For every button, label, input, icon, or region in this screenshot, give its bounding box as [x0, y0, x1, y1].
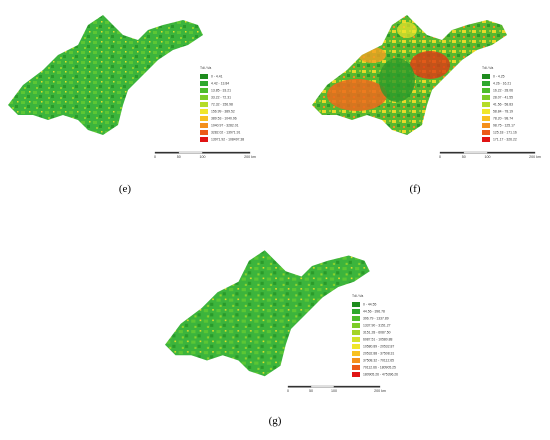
scale-label: 50	[309, 389, 313, 393]
legend-swatch	[200, 130, 208, 135]
legend-swatch	[352, 323, 360, 328]
scale-bar	[487, 151, 536, 154]
legend-swatch	[352, 358, 360, 363]
legend-swatch	[200, 74, 208, 79]
scale-label: 200 km	[374, 389, 386, 393]
legend-label: 0 - 4.41	[211, 75, 223, 79]
legend-title: Tdi / t/a	[482, 66, 493, 70]
legend-swatch	[352, 372, 360, 377]
legend-swatch	[352, 330, 360, 335]
scale-label: 0	[154, 155, 156, 159]
scale-bar	[178, 151, 203, 154]
legend-label: 125.18 - 171.16	[493, 131, 517, 135]
legend-swatch	[200, 116, 208, 121]
legend-label: 4.42 - 13.84	[211, 82, 229, 86]
scale-bar	[287, 385, 312, 388]
legend-label: 389.53 - 1040.96	[211, 117, 237, 121]
legend-swatch	[352, 344, 360, 349]
map-f	[312, 15, 507, 135]
legend-swatch	[352, 365, 360, 370]
legend-swatch	[352, 316, 360, 321]
panel-label: (f)	[410, 183, 421, 195]
legend-label: 16.22 - 28.06	[493, 89, 513, 93]
legend-swatch	[352, 309, 360, 314]
legend-swatch	[482, 137, 490, 142]
legend-swatch	[352, 302, 360, 307]
legend-label: 1337.90 - 3151.27	[363, 324, 391, 328]
legend-label: 156.99 - 389.52	[211, 110, 235, 114]
legend-label: 180905.26 - 475396.26	[363, 373, 398, 377]
scale-bar	[463, 151, 488, 154]
scale-label: 100	[200, 155, 206, 159]
legend-swatch	[482, 116, 490, 121]
legend-label: 3151.28 - 6087.50	[363, 331, 391, 335]
legend-title: Tdi / t/a	[200, 66, 211, 70]
legend-label: 98.75 - 125.17	[493, 124, 515, 128]
legend-label: 41.56 - 58.83	[493, 103, 513, 107]
legend-swatch	[482, 95, 490, 100]
scale-label: 50	[177, 155, 181, 159]
legend-label: 10580.89 - 20532.87	[363, 345, 394, 349]
legend-label: 37508.32 - 70112.65	[363, 359, 394, 363]
legend-swatch	[352, 351, 360, 356]
scale-bar	[202, 151, 251, 154]
legend-label: 33.22 - 72.31	[211, 96, 231, 100]
scale-label: 200 km	[529, 155, 541, 159]
legend-label: 6087.51 - 10580.88	[363, 338, 393, 342]
legend-label: 0 - 44.55	[363, 303, 376, 307]
legend-label: 58.84 - 78.19	[493, 110, 513, 114]
legend-swatch	[482, 74, 490, 79]
legend-swatch	[200, 137, 208, 142]
scale-bar	[333, 385, 381, 388]
legend-label: 3282.02 - 13971.91	[211, 131, 241, 135]
legend-swatch	[200, 88, 208, 93]
map-e	[8, 15, 203, 135]
legend-title: Tdi / t/a	[352, 294, 363, 298]
legend-label: 4.26 - 16.21	[493, 82, 511, 86]
legend-label: 13.85 - 33.21	[211, 89, 231, 93]
scale-label: 0	[287, 389, 289, 393]
legend-label: 72.32 - 156.98	[211, 103, 233, 107]
legend-label: 1040.97 - 3282.01	[211, 124, 239, 128]
legend-swatch	[482, 88, 490, 93]
map-g	[165, 250, 370, 377]
legend-label: 70112.66 - 180905.25	[363, 366, 396, 370]
legend-label: 396.79 - 1337.89	[363, 317, 389, 321]
legend-swatch	[482, 102, 490, 107]
scale-label: 100	[485, 155, 491, 159]
legend-swatch	[482, 130, 490, 135]
scale-label: 200 km	[244, 155, 256, 159]
legend-swatch	[482, 81, 490, 86]
legend-swatch	[482, 109, 490, 114]
scale-bar	[439, 151, 464, 154]
panel-label: (g)	[269, 415, 282, 427]
legend-label: 20532.88 - 37508.31	[363, 352, 394, 356]
legend-label: 13971.92 - 108497.38	[211, 138, 244, 142]
legend-swatch	[200, 95, 208, 100]
scale-label: 50	[462, 155, 466, 159]
legend-label: 44.56 - 396.78	[363, 310, 385, 314]
legend-swatch	[482, 123, 490, 128]
legend-swatch	[200, 109, 208, 114]
legend-label: 28.07 - 41.55	[493, 96, 513, 100]
scale-label: 0	[439, 155, 441, 159]
legend-swatch	[200, 81, 208, 86]
scale-label: 100	[331, 389, 337, 393]
scale-bar	[310, 385, 335, 388]
legend-label: 78.20 - 98.74	[493, 117, 513, 121]
legend-swatch	[200, 123, 208, 128]
legend-swatch	[352, 337, 360, 342]
legend-label: 0 - 4.25	[493, 75, 505, 79]
scale-bar	[154, 151, 179, 154]
legend-swatch	[200, 102, 208, 107]
legend-label: 171.17 - 326.22	[493, 138, 517, 142]
panel-label: (e)	[119, 183, 132, 195]
